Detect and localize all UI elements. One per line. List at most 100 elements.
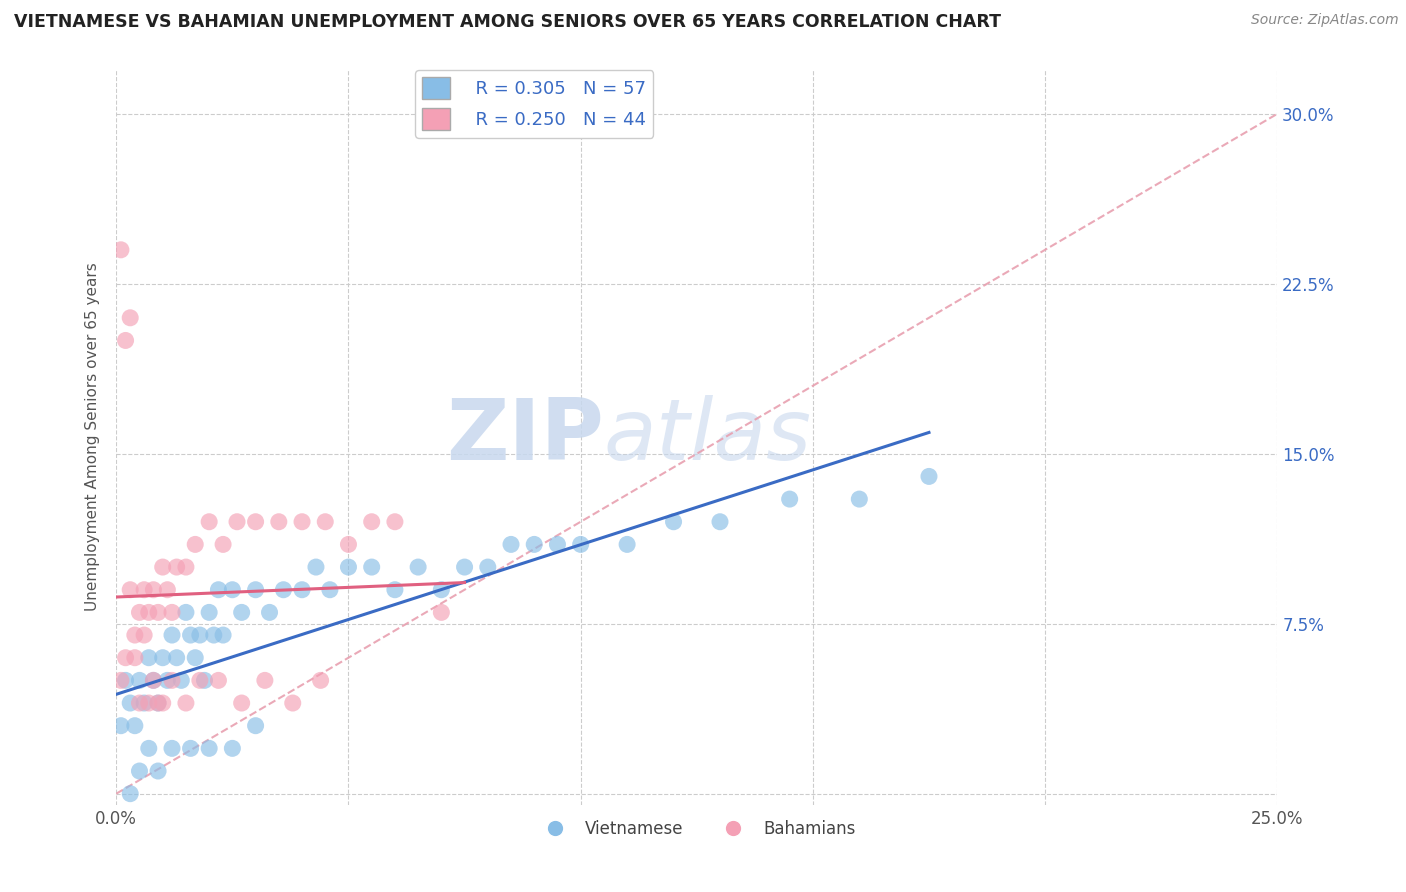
Point [453, 560, 475, 574]
Point [221, 582, 243, 597]
Point [207, 582, 229, 597]
Point [160, 741, 183, 756]
Point [291, 582, 314, 597]
Point [245, 582, 267, 597]
Point [384, 515, 406, 529]
Point [138, 650, 160, 665]
Point [134, 582, 156, 597]
Point [198, 606, 221, 620]
Point [146, 606, 169, 620]
Point [124, 719, 146, 733]
Point [180, 741, 202, 756]
Point [152, 696, 174, 710]
Point [337, 537, 360, 551]
Point [184, 650, 207, 665]
Point [120, 310, 142, 325]
Point [142, 673, 165, 688]
Point [384, 582, 406, 597]
Point [848, 492, 870, 507]
Point [180, 628, 202, 642]
Point [616, 537, 638, 551]
Point [170, 673, 193, 688]
Point [198, 515, 221, 529]
Point [231, 606, 253, 620]
Point [212, 537, 235, 551]
Point [110, 673, 132, 688]
Point [146, 696, 169, 710]
Point [128, 606, 150, 620]
Point [477, 560, 499, 574]
Point [134, 628, 156, 642]
Point [291, 515, 314, 529]
Point [430, 582, 453, 597]
Point [128, 696, 150, 710]
Point [160, 606, 183, 620]
Point [142, 673, 165, 688]
Point [245, 515, 267, 529]
Point [110, 243, 132, 257]
Point [337, 560, 360, 574]
Point [174, 560, 197, 574]
Point [245, 719, 267, 733]
Point [110, 719, 132, 733]
Point [779, 492, 801, 507]
Text: atlas: atlas [605, 395, 811, 478]
Point [138, 696, 160, 710]
Text: ZIP: ZIP [446, 395, 605, 478]
Point [259, 606, 281, 620]
Point [202, 628, 225, 642]
Point [430, 606, 453, 620]
Point [188, 673, 211, 688]
Point [709, 515, 731, 529]
Point [146, 696, 169, 710]
Point [152, 650, 174, 665]
Point [523, 537, 546, 551]
Point [120, 787, 142, 801]
Point [160, 628, 183, 642]
Point [134, 696, 156, 710]
Point [128, 673, 150, 688]
Point [193, 673, 215, 688]
Point [267, 515, 290, 529]
Point [166, 560, 188, 574]
Point [160, 673, 183, 688]
Point [253, 673, 276, 688]
Text: Source: ZipAtlas.com: Source: ZipAtlas.com [1251, 13, 1399, 28]
Point [120, 696, 142, 710]
Point [360, 560, 382, 574]
Y-axis label: Unemployment Among Seniors over 65 years: Unemployment Among Seniors over 65 years [86, 262, 100, 611]
Point [360, 515, 382, 529]
Point [138, 606, 160, 620]
Point [314, 515, 336, 529]
Point [114, 673, 136, 688]
Point [281, 696, 304, 710]
Point [152, 560, 174, 574]
Point [499, 537, 522, 551]
Point [231, 696, 253, 710]
Point [174, 606, 197, 620]
Point [138, 741, 160, 756]
Point [114, 334, 136, 348]
Point [226, 515, 249, 529]
Point [188, 628, 211, 642]
Legend: Vietnamese, Bahamians: Vietnamese, Bahamians [531, 814, 862, 845]
Point [273, 582, 295, 597]
Point [166, 650, 188, 665]
Point [114, 650, 136, 665]
Point [918, 469, 941, 483]
Point [156, 582, 179, 597]
Point [174, 696, 197, 710]
Point [546, 537, 568, 551]
Point [221, 741, 243, 756]
Point [662, 515, 685, 529]
Point [120, 582, 142, 597]
Point [128, 764, 150, 778]
Point [212, 628, 235, 642]
Point [198, 741, 221, 756]
Point [319, 582, 342, 597]
Point [309, 673, 332, 688]
Point [569, 537, 592, 551]
Point [406, 560, 429, 574]
Point [146, 764, 169, 778]
Point [142, 582, 165, 597]
